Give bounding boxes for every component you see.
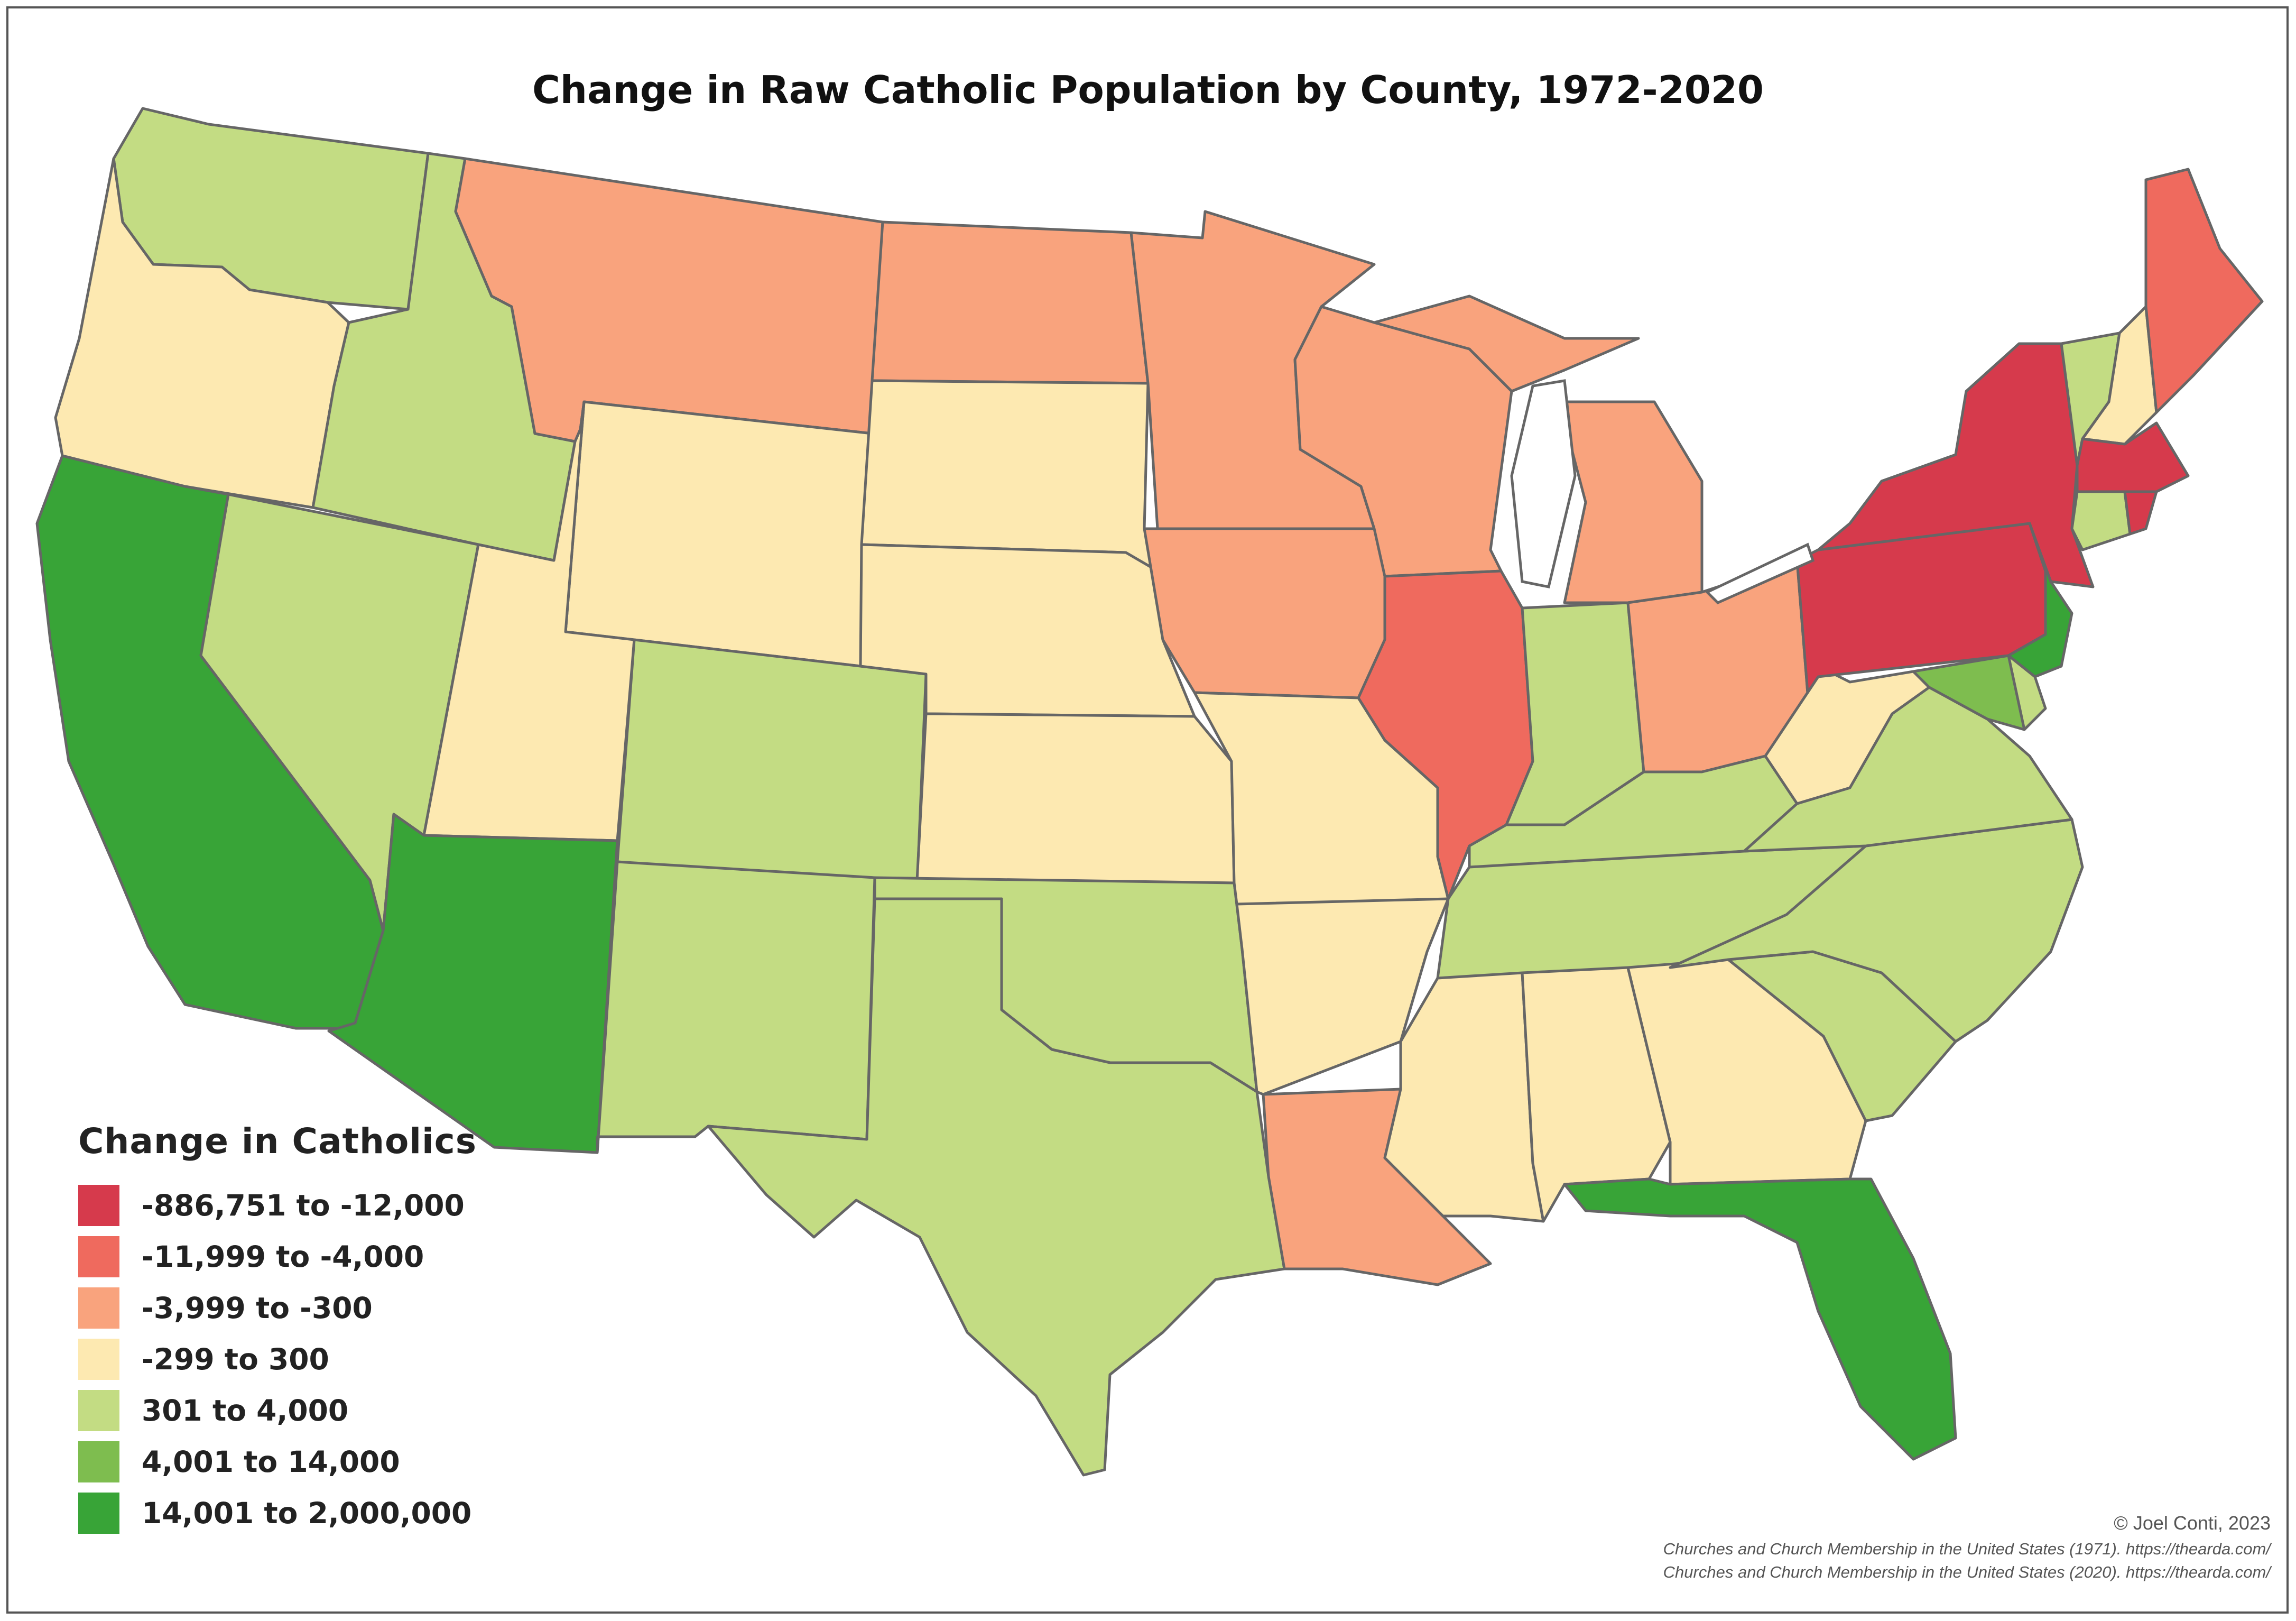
lake-michigan bbox=[1510, 379, 1577, 588]
arkansas bbox=[1235, 897, 1450, 1096]
legend-swatch bbox=[78, 1236, 119, 1277]
state-regions bbox=[35, 107, 2264, 1477]
delaware bbox=[2007, 654, 2047, 731]
legend-item: -299 to 300 bbox=[78, 1333, 477, 1385]
legend-item: 14,001 to 2,000,000 bbox=[78, 1487, 477, 1539]
rhode-island bbox=[2123, 490, 2158, 536]
great-lakes bbox=[1510, 379, 1815, 604]
north-dakota bbox=[871, 220, 1150, 385]
maine bbox=[2144, 168, 2264, 414]
kansas bbox=[915, 712, 1236, 885]
legend-item: 4,001 to 14,000 bbox=[78, 1436, 477, 1487]
legend-label: 301 to 4,000 bbox=[142, 1393, 349, 1427]
legend-swatch bbox=[78, 1441, 119, 1482]
legend-swatch bbox=[78, 1287, 119, 1329]
connecticut bbox=[2070, 490, 2132, 551]
new-mexico bbox=[596, 860, 876, 1154]
map-title: Change in Raw Catholic Population by Cou… bbox=[532, 68, 1764, 112]
legend-swatch bbox=[78, 1389, 119, 1431]
michigan bbox=[1558, 400, 1704, 604]
legend-item: -3,999 to -300 bbox=[78, 1282, 477, 1333]
legend-label: -299 to 300 bbox=[142, 1342, 329, 1376]
texas bbox=[707, 897, 1286, 1477]
credit-source: Churches and Church Membership in the Un… bbox=[1663, 1563, 2271, 1581]
legend: Change in Catholics -886,751 to -12,000 … bbox=[78, 1121, 477, 1539]
credit-author: © Joel Conti, 2023 bbox=[2114, 1512, 2271, 1534]
legend-swatch bbox=[78, 1338, 119, 1380]
legend-item: 301 to 4,000 bbox=[78, 1385, 477, 1436]
legend-label: 14,001 to 2,000,000 bbox=[142, 1496, 472, 1530]
legend-label: -886,751 to -12,000 bbox=[142, 1188, 465, 1222]
legend-item: -11,999 to -4,000 bbox=[78, 1231, 477, 1282]
michigan-upper bbox=[1373, 294, 1640, 393]
wyoming bbox=[564, 400, 874, 668]
legend-label: -3,999 to -300 bbox=[142, 1291, 373, 1325]
south-dakota bbox=[860, 379, 1159, 573]
credit-source: Churches and Church Membership in the Un… bbox=[1663, 1540, 2271, 1558]
legend-swatch bbox=[78, 1184, 119, 1226]
legend-swatch bbox=[78, 1492, 119, 1534]
legend-label: 4,001 to 14,000 bbox=[142, 1444, 400, 1479]
florida bbox=[1563, 1177, 1957, 1461]
legend-title: Change in Catholics bbox=[78, 1121, 477, 1162]
legend-item: -886,751 to -12,000 bbox=[78, 1180, 477, 1231]
colorado bbox=[616, 638, 928, 890]
legend-label: -11,999 to -4,000 bbox=[142, 1239, 424, 1274]
iowa bbox=[1143, 527, 1397, 699]
lake-erie bbox=[1705, 542, 1815, 604]
utah bbox=[422, 400, 636, 842]
credits: © Joel Conti, 2023 Churches and Church M… bbox=[1663, 1512, 2271, 1586]
